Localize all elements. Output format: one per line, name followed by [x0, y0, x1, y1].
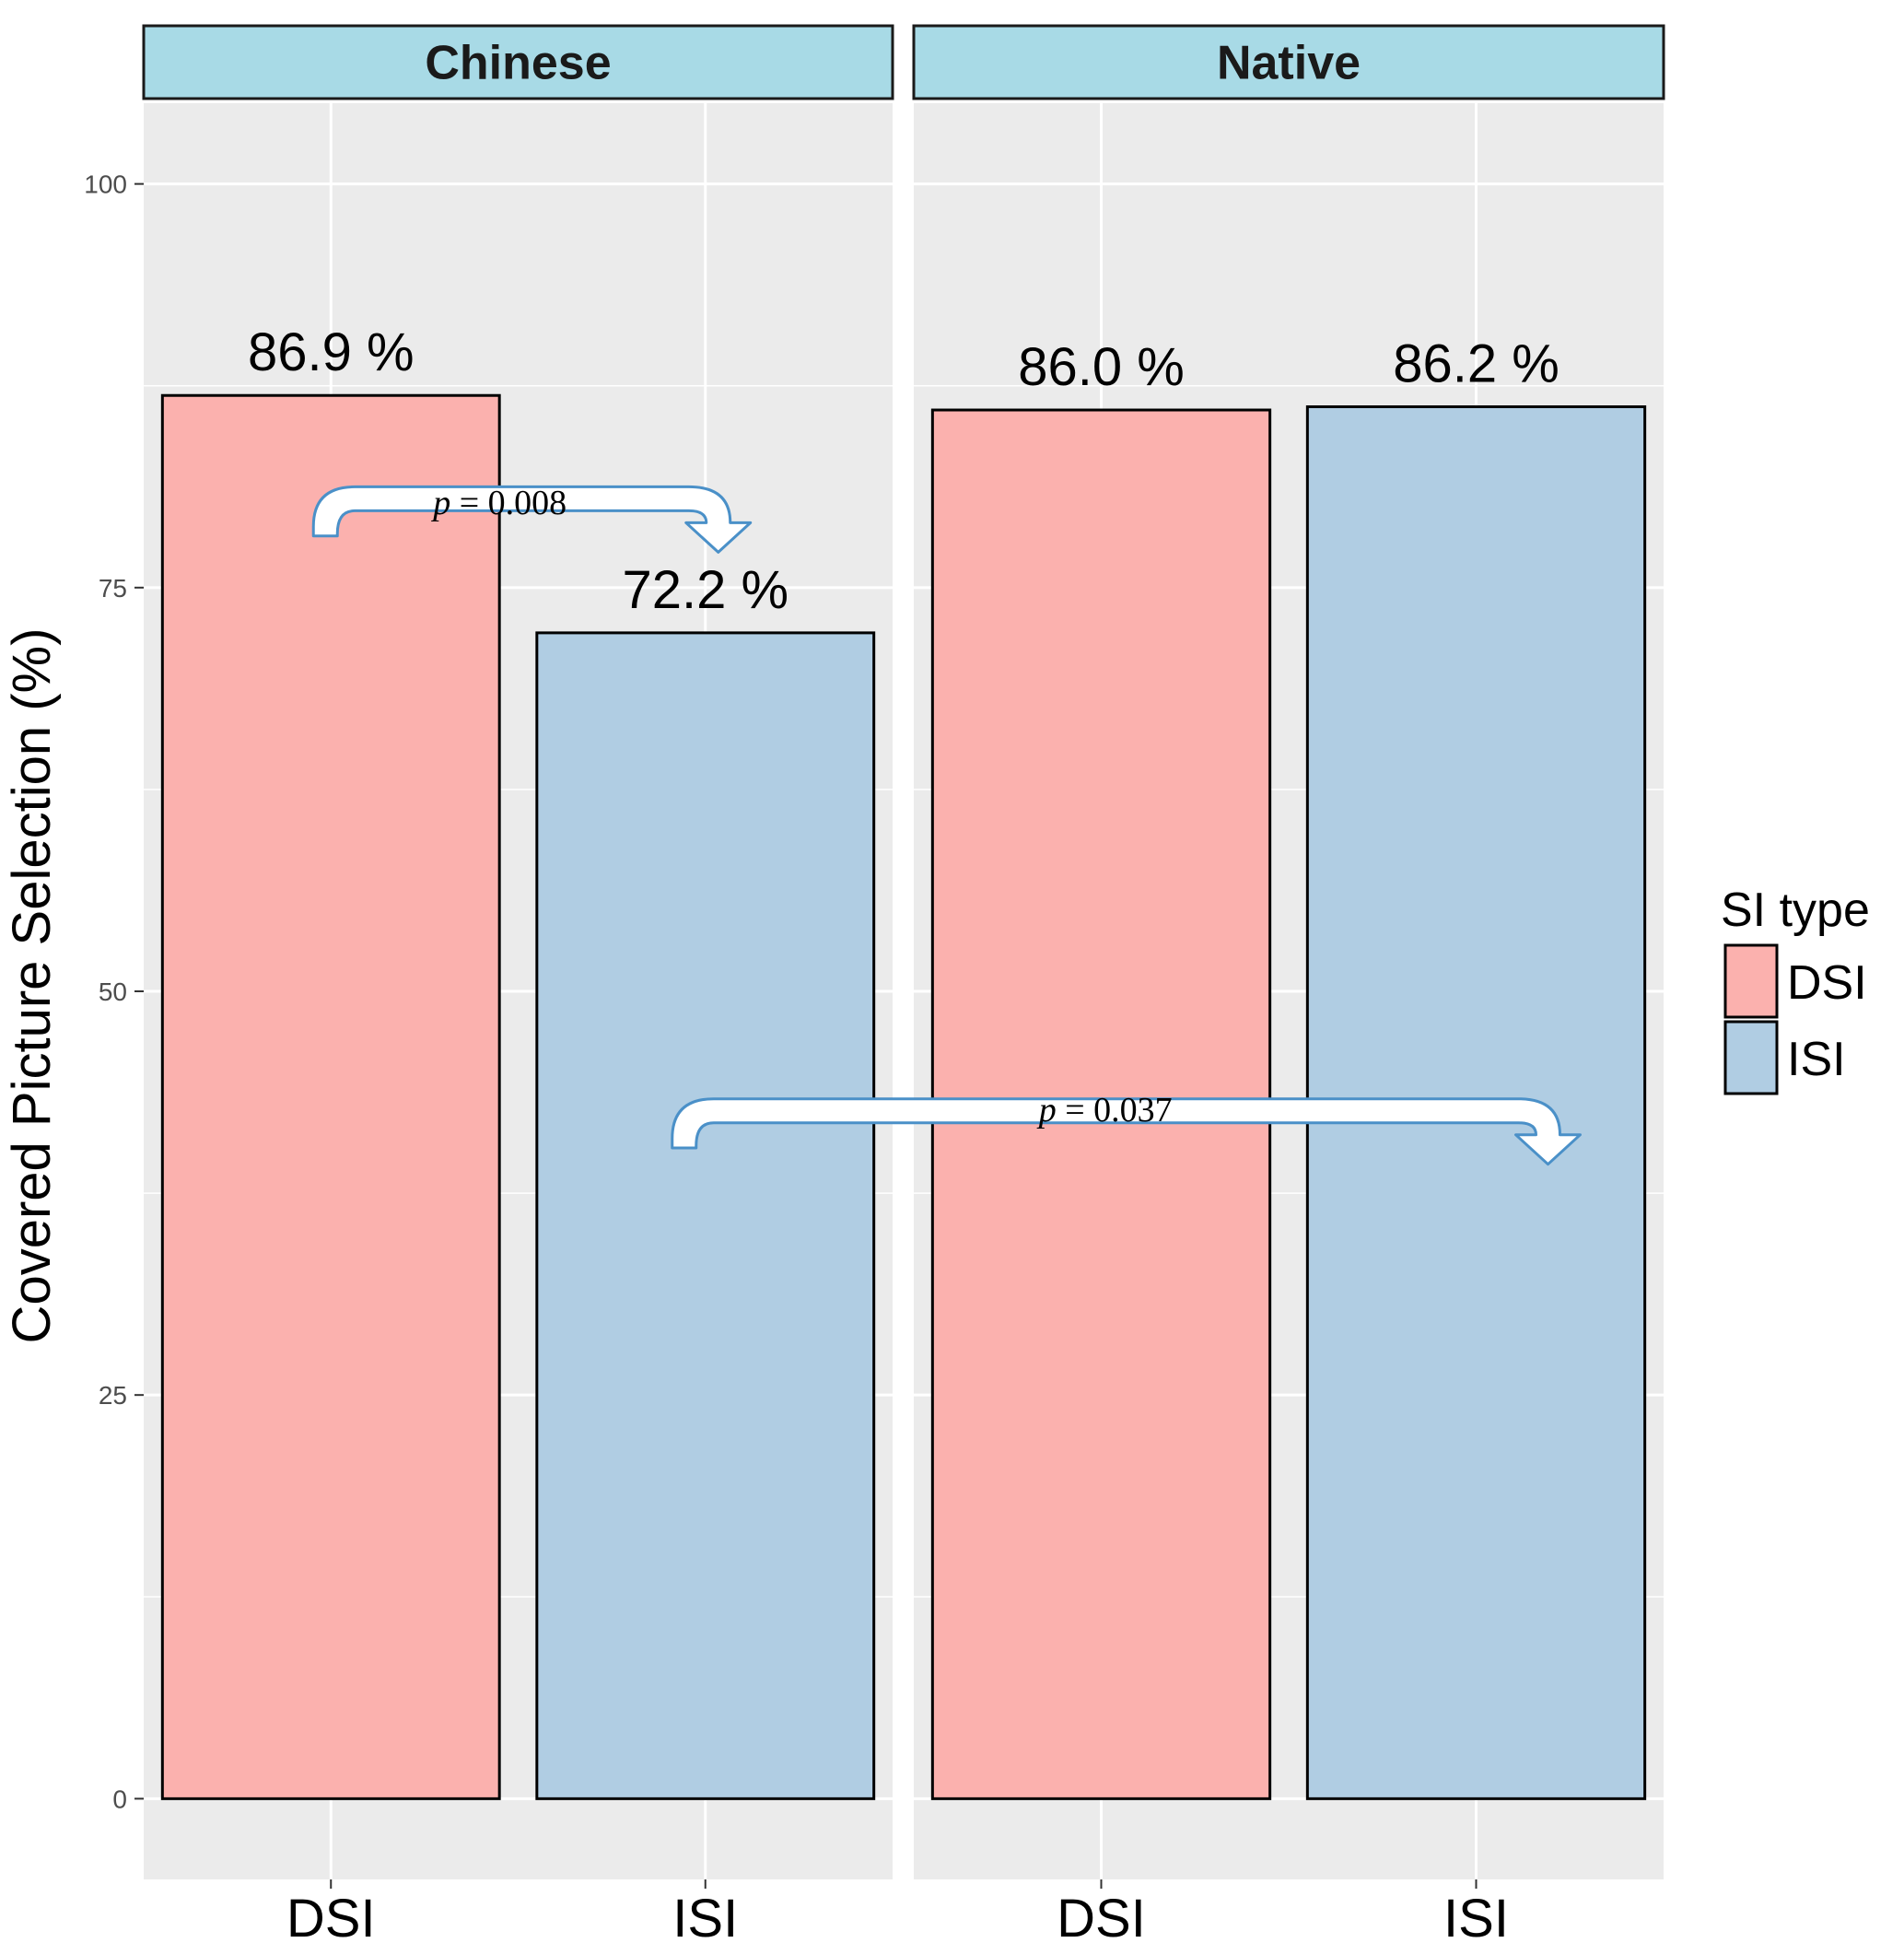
p-value-label: p = 0.037 — [1036, 1091, 1173, 1130]
legend-key — [1723, 1020, 1779, 1095]
y-axis: DSI ISI DSI ISI 0 25 50 75 100 — [84, 170, 1509, 1943]
bar — [160, 393, 501, 1800]
x-tick-label: ISI — [672, 1889, 738, 1943]
significance-arrow — [671, 1097, 1582, 1166]
bar-value-label: 86.2 % — [1393, 334, 1559, 394]
facet-label: Chinese — [425, 37, 611, 90]
facet-strip — [912, 24, 1665, 100]
p-value-label: p = 0.008 — [430, 484, 567, 522]
facet-label: Native — [1217, 37, 1361, 90]
x-tick-label: DSI — [286, 1889, 376, 1943]
y-tick-label: 50 — [99, 977, 127, 1006]
significance-arrow — [311, 485, 753, 554]
y-axis-label: Covered Picture Selection (%) — [2, 628, 62, 1344]
y-tick-label: 100 — [84, 170, 127, 199]
annotations-layer: p = 0.008 p = 0.037 — [311, 484, 1582, 1166]
legend-title: SI type — [1721, 884, 1870, 937]
bar-value-label: 86.9 % — [248, 322, 415, 382]
facet-strip — [142, 24, 894, 100]
y-tick-label: 0 — [112, 1785, 127, 1813]
legend: SI type DSI ISI — [1721, 884, 1870, 1095]
y-tick-label: 75 — [99, 574, 127, 603]
bar-value-label: 72.2 % — [622, 560, 788, 620]
bar-value-label: 86.0 % — [1018, 337, 1185, 397]
legend-label: DSI — [1787, 956, 1867, 1010]
bar — [535, 631, 876, 1800]
legend-label: ISI — [1787, 1033, 1846, 1086]
legend-key — [1723, 943, 1779, 1019]
bars-layer: 86.9 % 72.2 % 86.0 % 86.2 % — [160, 322, 1647, 1800]
x-tick-label: ISI — [1443, 1889, 1509, 1943]
y-tick-label: 25 — [99, 1381, 127, 1410]
x-tick-label: DSI — [1057, 1889, 1146, 1943]
